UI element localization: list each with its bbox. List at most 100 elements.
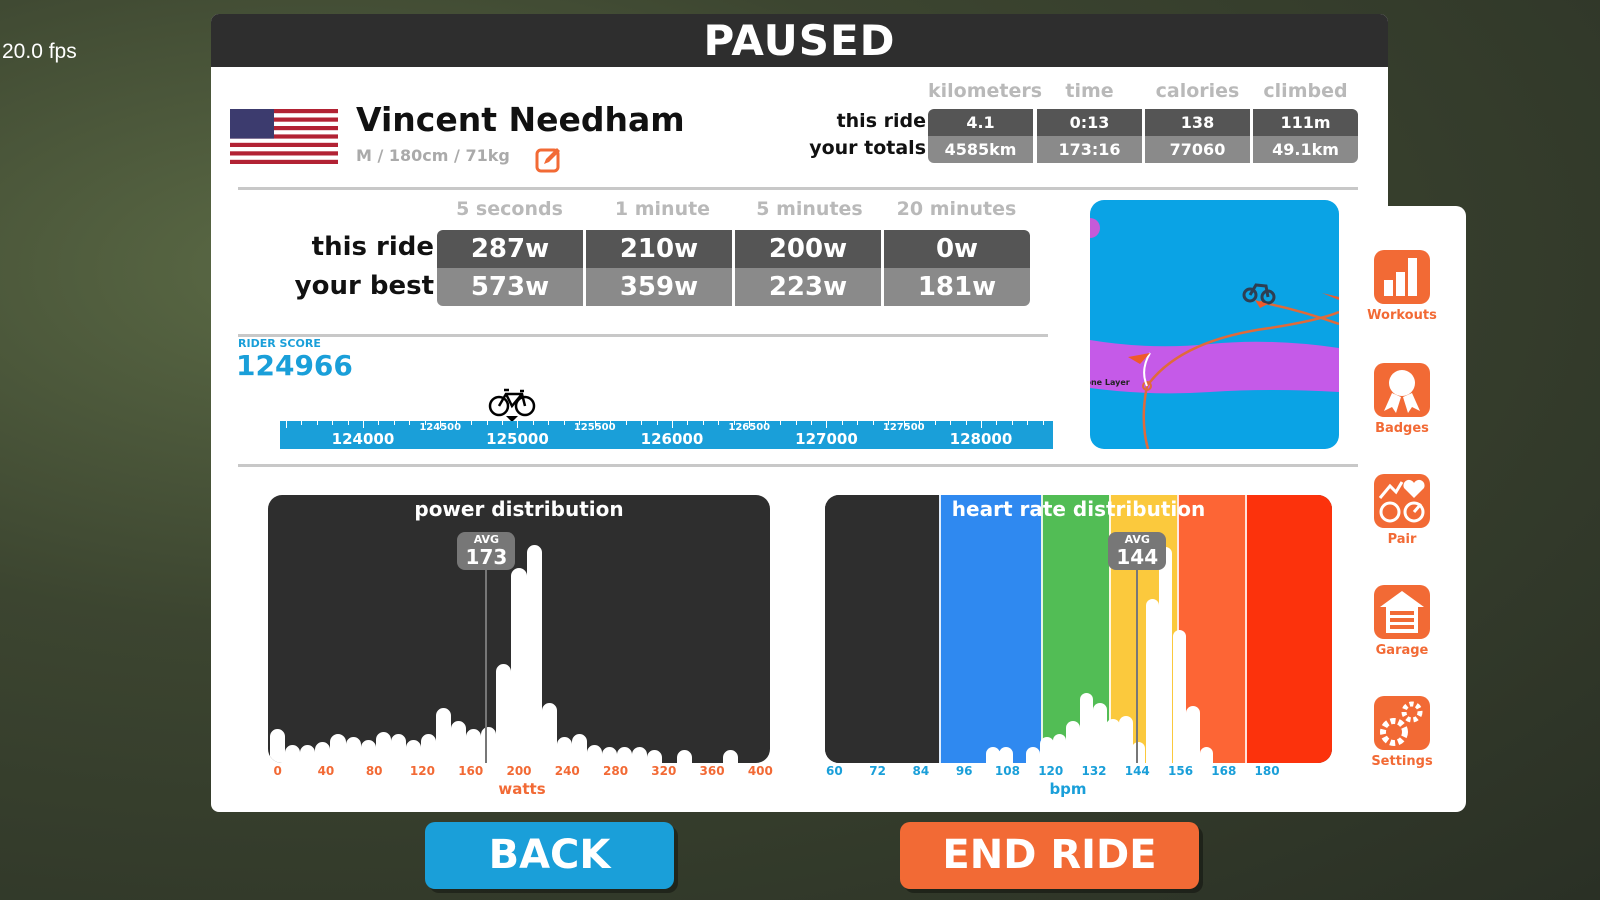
ruler-tick [301,421,303,425]
histogram-bar [436,708,452,763]
sidebar-item-label: Workouts [1367,308,1437,323]
ruler-tick [285,421,287,428]
ruler-tick [965,421,967,425]
histogram-bar [1026,747,1040,763]
ruler-tick [455,421,457,425]
ruler-tick [563,421,565,425]
axis-tick-label: 84 [912,764,930,778]
hr-zone [825,495,939,763]
histogram-bar [330,734,346,763]
ruler-tick [780,421,782,425]
histogram-bar [632,747,648,763]
ruler-tick [702,421,704,425]
rider-details: M / 180cm / 71kg [356,146,510,165]
ruler-major-label: 126000 [640,430,704,448]
col-20-minutes: 20 minutes [896,198,1017,220]
sidebar-item-label: Garage [1375,643,1429,658]
ruler-tick [409,421,411,425]
chart-title: heart rate distribution [951,497,1206,521]
average-label: AVG [473,533,500,546]
ruler-tick [362,421,364,428]
histogram-bar [1079,692,1094,763]
ruler-tick [548,421,550,425]
histogram-bar [481,726,497,763]
histogram-bar [1199,747,1214,763]
ruler-tick [934,421,936,425]
back-button[interactable]: BACK [425,822,674,889]
ruler-minor-label: 126500 [728,422,771,433]
histogram-bar [285,744,301,763]
workouts-chart-icon [1374,250,1430,304]
ruler-tick [826,421,828,428]
power-cell: 0w [884,230,1030,268]
average-label: AVG [1124,533,1150,546]
hr-axis-label: bpm [1049,780,1087,798]
ruler-tick [718,421,720,425]
settings-gears-icon [1374,696,1430,750]
sidebar-item-garage[interactable]: Garage [1374,585,1430,658]
rider-name: Vincent Needham [356,100,685,139]
end-ride-button[interactable]: END RIDE [900,822,1199,889]
histogram-bar [586,744,602,763]
histogram-bar [1093,703,1107,763]
ruler-tick [996,421,998,425]
power-cell: 287w [437,230,583,268]
axis-tick-label: 180 [1254,764,1280,778]
col-kilometers: kilometers [928,80,1043,102]
ruler-tick [749,421,751,428]
col-5-seconds: 5 seconds [456,198,563,220]
average-line [1136,545,1139,763]
row-label-your-totals: your totals [809,137,926,159]
ruler-major-label: 125000 [486,430,549,448]
pair-sensors-icon [1374,474,1430,528]
divider [238,464,1358,467]
histogram-bar [722,750,738,763]
rider-score-label: RIDER SCORE [238,337,321,350]
histogram-bar [405,739,421,763]
histogram-bar [1119,716,1133,763]
histogram-bar [270,729,286,763]
power-cell: 210w [586,230,732,268]
histogram-bar [420,734,437,763]
ruler-tick [872,421,874,425]
histogram-bar [345,737,361,763]
histogram-bar [556,737,572,763]
col-climbed: climbed [1263,80,1348,102]
sidebar-item-settings[interactable]: Settings [1371,696,1433,769]
sidebar-item-label: Badges [1375,421,1429,436]
histogram-bar [985,747,1000,763]
axis-tick-label: 132 [1081,764,1107,778]
power-cell: 181w [884,268,1030,306]
ruler-tick [440,421,442,428]
histogram-bar [1039,737,1054,763]
ruler-tick [532,421,534,425]
axis-tick-label: 60 [826,764,843,778]
ruler-tick [795,421,797,425]
ruler-tick [980,421,982,428]
col-1-minute: 1 minute [614,198,711,220]
sidebar-item-badges[interactable]: Badges [1374,363,1430,436]
axis-tick-label: 280 [603,764,629,778]
axis-tick-label: 168 [1211,764,1237,778]
histogram-bar [1065,721,1080,763]
col-5-minutes: 5 minutes [756,198,863,220]
histogram-bar [526,544,542,763]
ruler-tick [671,421,673,428]
ruler-minor-label: 127500 [882,422,925,433]
minimap[interactable]: Ozone Layer [1090,200,1339,449]
histogram-bar [1105,718,1120,763]
axis-tick-label: 144 [1124,764,1150,778]
sidebar-item-workouts[interactable]: Workouts [1367,250,1437,323]
histogram-bar [496,664,512,763]
histogram-bar [1145,599,1160,763]
axis-tick-label: 120 [1038,764,1064,778]
ruler-tick [811,421,813,425]
ruler-tick [393,421,395,425]
badge-ribbon-icon [1374,363,1430,417]
edit-profile-icon[interactable] [535,146,562,173]
sidebar-item-pair[interactable]: Pair [1374,474,1430,547]
divider [238,334,1048,337]
power-cell: 223w [735,268,881,306]
histogram-bar [451,721,467,763]
histogram-bar [571,734,587,763]
